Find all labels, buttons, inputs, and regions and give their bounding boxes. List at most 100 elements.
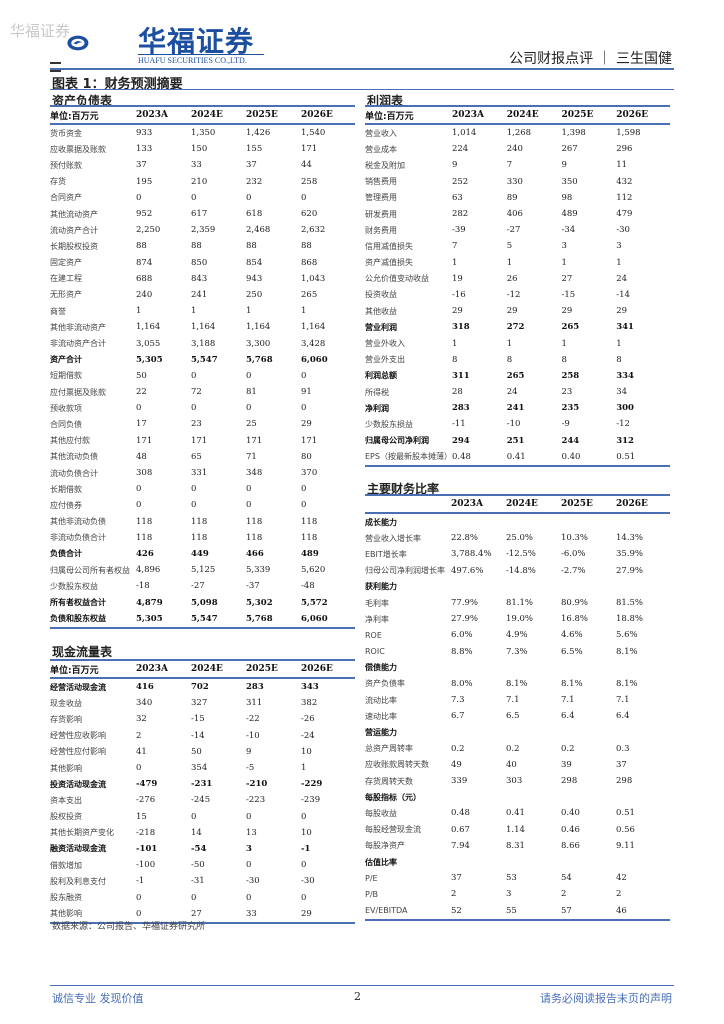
cell-value: 0 <box>246 192 252 203</box>
table-row: 其他收益 29 29 29 29 <box>365 303 670 319</box>
cell-value <box>451 660 506 676</box>
cell-value: 265 <box>561 322 580 333</box>
year-header: 2025E <box>561 494 616 514</box>
table-row: 营运能力 <box>365 724 670 740</box>
cell-value: 0 <box>136 403 142 414</box>
cell-value: 296 <box>616 144 633 155</box>
cell-value: 118 <box>246 516 263 527</box>
table-row: 非流动资产合计 3,055 3,188 3,300 3,428 <box>50 335 355 351</box>
cell-value: 10 <box>301 827 312 838</box>
cell-value: 489 <box>301 548 319 559</box>
cell-value: 37 <box>246 160 257 171</box>
cell-value: 2,250 <box>136 225 161 236</box>
row-label: 长期股权投资 <box>50 241 98 251</box>
cell-value: 312 <box>616 435 634 446</box>
row-label: 毛利率 <box>365 598 389 608</box>
cell-value: 6,060 <box>301 610 355 629</box>
cell-value: 22.8% <box>451 533 479 544</box>
cell-value: 1 <box>616 257 622 268</box>
cell-value: 0 <box>136 892 142 903</box>
cell-value: 343 <box>301 682 319 693</box>
row-label: 货币资金 <box>50 128 82 138</box>
cell-value: 32 <box>136 714 147 725</box>
row-label: 净利率 <box>365 614 389 624</box>
row-label: 合同资产 <box>50 193 82 203</box>
cell-value: 0 <box>301 811 307 822</box>
cell-value: 133 <box>136 144 153 155</box>
year-header: 2024E <box>506 105 562 125</box>
cell-value: 39 <box>561 759 572 770</box>
cell-value: 2 <box>451 889 457 900</box>
table-row: 其他流动负债 48 65 71 80 <box>50 449 355 465</box>
table-row: 其他非流动负债 118 118 118 118 <box>50 514 355 530</box>
cell-value <box>561 724 616 740</box>
cell-value: 308 <box>136 468 153 479</box>
cell-value <box>506 724 561 740</box>
cell-value: -54 <box>191 843 207 854</box>
cell-value: 1,164 <box>136 322 161 333</box>
table-row: 利润总额 311 265 258 334 <box>365 368 670 384</box>
cell-value: 0.48 <box>451 808 470 819</box>
cell-value: -22 <box>246 714 260 725</box>
cell-value: -18 <box>136 581 150 592</box>
cell-value: 0 <box>191 370 197 381</box>
cell-value: 339 <box>451 776 468 787</box>
cell-value: 27 <box>561 273 573 284</box>
cell-value: 81 <box>246 387 257 398</box>
cell-value: 171 <box>246 435 263 446</box>
cell-value: 10 <box>301 746 312 757</box>
row-label: 固定资产 <box>50 258 82 268</box>
cell-value: 250 <box>246 289 263 300</box>
table-row: 销售费用 252 330 350 432 <box>365 174 670 190</box>
cell-value: 54 <box>561 873 572 884</box>
cell-value: 22 <box>136 387 147 398</box>
row-label: 归属母公司净利润 <box>365 436 429 446</box>
year-header: 2024E <box>191 105 246 125</box>
cell-value: 7.1 <box>506 695 520 706</box>
cell-value: -11 <box>451 419 466 430</box>
cell-value <box>506 579 561 595</box>
year-header: 2026E <box>301 105 355 125</box>
table-header-row: 单位:百万元 2023A 2024E 2025E 2026E <box>365 105 670 125</box>
cell-value: 8 <box>451 354 458 365</box>
year-header: 2025E <box>561 105 617 125</box>
cell-value: 11 <box>616 160 628 171</box>
cell-value: 0 <box>136 500 142 511</box>
cell-value: 1 <box>246 306 252 317</box>
cell-value: 1,164 <box>246 322 271 333</box>
cell-value: 0 <box>191 811 197 822</box>
cell-value: 49 <box>451 759 462 770</box>
cell-value: 265 <box>506 370 525 381</box>
cell-value: -1 <box>136 876 145 887</box>
row-label: 其他非流动负债 <box>50 517 106 527</box>
row-label: 速动比率 <box>365 711 397 721</box>
row-label: 股权投资 <box>50 812 82 822</box>
year-header: 2024E <box>191 659 246 679</box>
cell-value: 8.1% <box>561 678 583 689</box>
cell-value: 0.41 <box>506 808 525 819</box>
figure-divider <box>50 89 674 90</box>
row-label: EPS（按最新股本摊薄） <box>365 448 452 467</box>
cell-value: 258 <box>561 370 580 381</box>
table-row: 长期借款 0 0 0 0 <box>50 481 355 497</box>
cell-value: 52 <box>451 902 506 921</box>
table-row: 无形资产 240 241 250 265 <box>50 287 355 303</box>
cell-value: 0 <box>246 892 252 903</box>
cell-value: 252 <box>451 176 469 187</box>
cell-value: -26 <box>301 714 315 725</box>
row-label: 流动负债合计 <box>50 468 98 478</box>
cell-value: 341 <box>616 322 634 333</box>
footer-disclaimer: 请务必阅读报告末页的声明 <box>540 992 672 1005</box>
cell-value: -2.7% <box>561 565 586 576</box>
cell-value: 232 <box>246 176 263 187</box>
row-label: 流动比率 <box>365 695 397 705</box>
cell-value: 854 <box>246 257 263 268</box>
row-label: 所得税 <box>365 387 389 397</box>
year-header: 2023A <box>136 105 191 125</box>
row-label: 负债和股东权益 <box>50 610 136 629</box>
cell-value: 37 <box>451 873 462 884</box>
row-label: 投资活动现金流 <box>50 779 106 789</box>
cell-value: 283 <box>451 403 470 414</box>
cell-value: 55 <box>506 902 561 921</box>
cell-value: 1 <box>451 257 458 268</box>
